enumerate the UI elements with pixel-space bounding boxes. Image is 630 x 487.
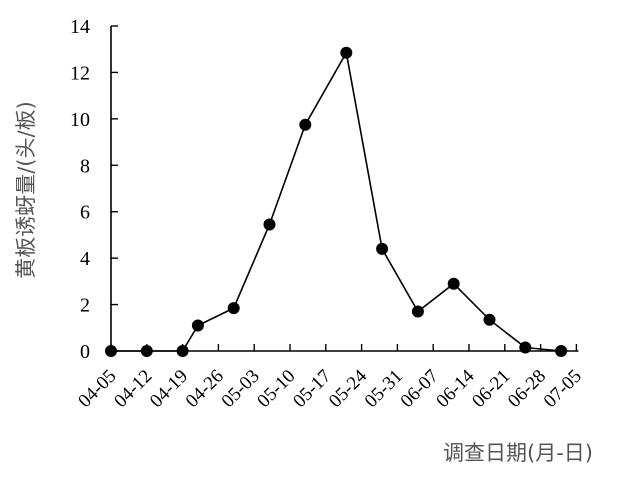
- x-tick-label: 07-05: [540, 366, 586, 412]
- data-point: [376, 242, 389, 255]
- y-tick-label: 8: [80, 155, 90, 177]
- data-point: [176, 345, 189, 357]
- x-tick-label: 05-10: [253, 366, 299, 412]
- y-axis-title: 黄板诱蚜量/(头/板): [14, 101, 38, 279]
- x-tick-label: 04-05: [74, 366, 120, 412]
- y-tick-label: 14: [70, 16, 90, 38]
- x-tick-label: 06-07: [397, 366, 443, 412]
- x-tick-label: 06-28: [504, 366, 550, 412]
- data-point: [555, 345, 568, 357]
- y-tick-label: 10: [70, 109, 90, 131]
- x-tick-label: 05-17: [289, 366, 335, 412]
- data-point: [340, 46, 353, 59]
- data-point: [483, 313, 496, 326]
- y-tick-label: 0: [80, 341, 90, 363]
- series-line: [111, 50, 562, 352]
- x-tick-label: 06-21: [468, 366, 514, 412]
- data-point: [191, 319, 204, 332]
- x-tick-label: 04-26: [182, 366, 228, 412]
- x-axis-title: 调查日期(月-日): [443, 441, 593, 465]
- data-point: [411, 305, 424, 318]
- y-tick-label: 2: [80, 295, 90, 317]
- data-point: [299, 118, 312, 131]
- data-point: [447, 277, 460, 290]
- x-tick-label: 06-14: [432, 365, 479, 412]
- x-tick-label: 05-24: [325, 365, 372, 412]
- y-tick-label: 12: [70, 62, 90, 84]
- data-point: [519, 341, 532, 354]
- data-point: [263, 218, 276, 231]
- x-tick-label: 05-31: [361, 366, 407, 412]
- x-tick-label: 04-19: [146, 366, 192, 412]
- data-point: [140, 345, 153, 357]
- y-tick-label: 6: [80, 202, 90, 224]
- x-tick-label: 04-12: [110, 366, 156, 412]
- y-ticks: 0 2 4 6 8 10 12 14: [70, 16, 118, 363]
- x-tick-label: 05-03: [218, 366, 264, 412]
- data-point: [105, 345, 117, 357]
- data-point: [227, 302, 240, 315]
- series-group: [105, 46, 568, 357]
- axes: [110, 26, 579, 352]
- y-tick-label: 4: [80, 248, 90, 270]
